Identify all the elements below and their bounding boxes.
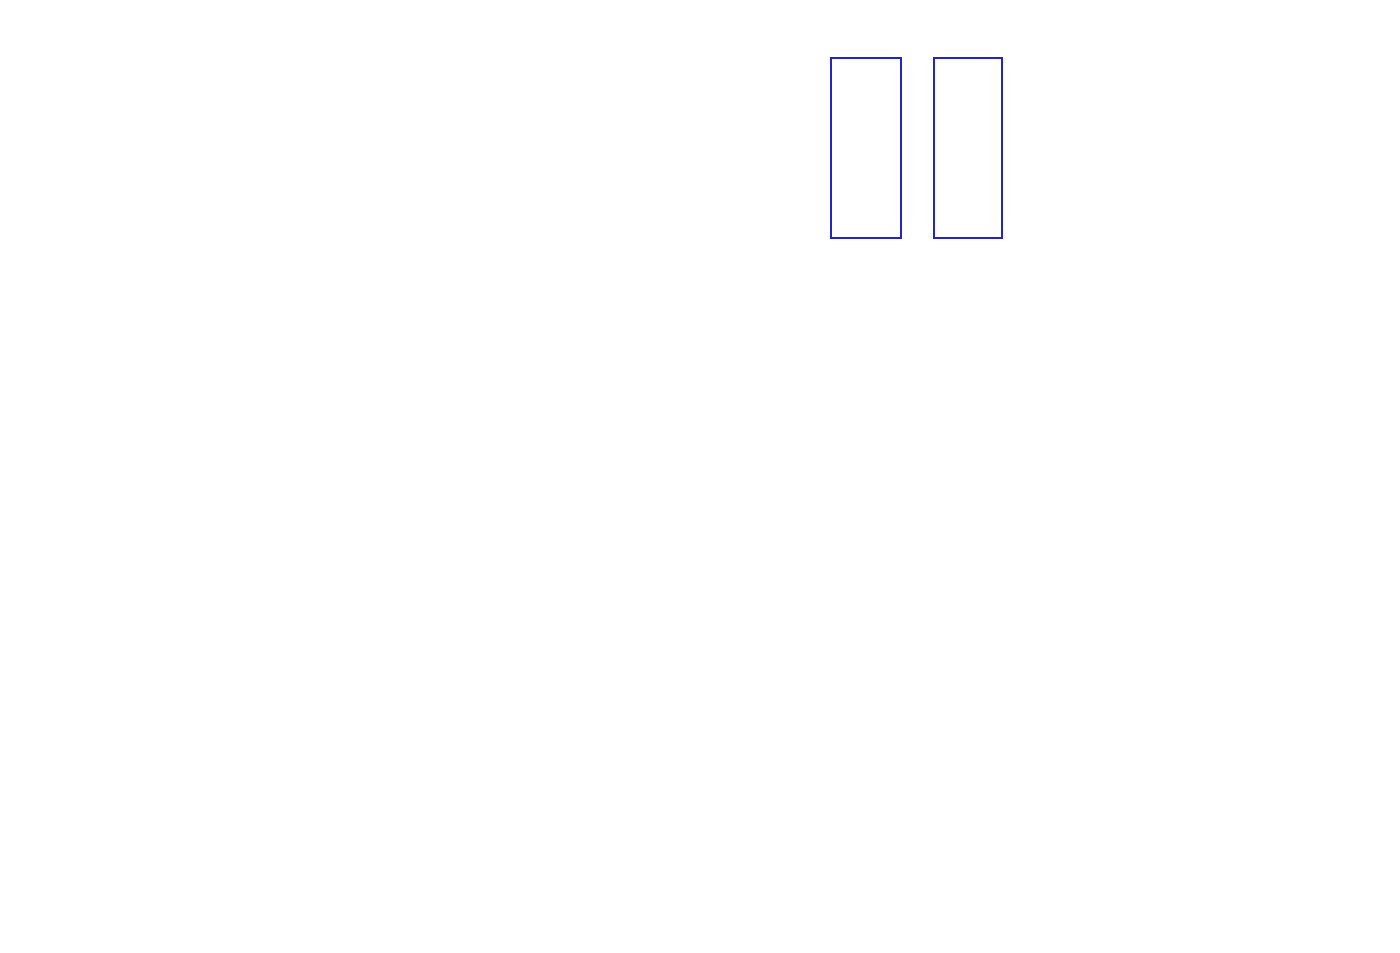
footer-notes <box>68 876 99 953</box>
info-obs <box>68 118 99 134</box>
info-sn <box>68 561 99 577</box>
info-primary <box>68 167 99 183</box>
line-fit-plot <box>1040 44 1340 236</box>
header-timestamp-version <box>1045 2 1335 17</box>
clean-image-frame <box>933 57 1003 239</box>
full-spectrum-plot <box>88 336 1313 446</box>
info-redshifts <box>68 659 99 675</box>
info-plae <box>68 610 99 626</box>
info-ewr <box>68 512 99 528</box>
clean-image <box>935 59 1001 237</box>
info-frame <box>68 216 99 232</box>
info-cont-w <box>68 462 99 478</box>
emission-line-labels <box>88 278 1313 338</box>
withsky-image-frame <box>830 57 902 239</box>
withsky-image <box>832 59 900 237</box>
info-id <box>68 69 99 85</box>
